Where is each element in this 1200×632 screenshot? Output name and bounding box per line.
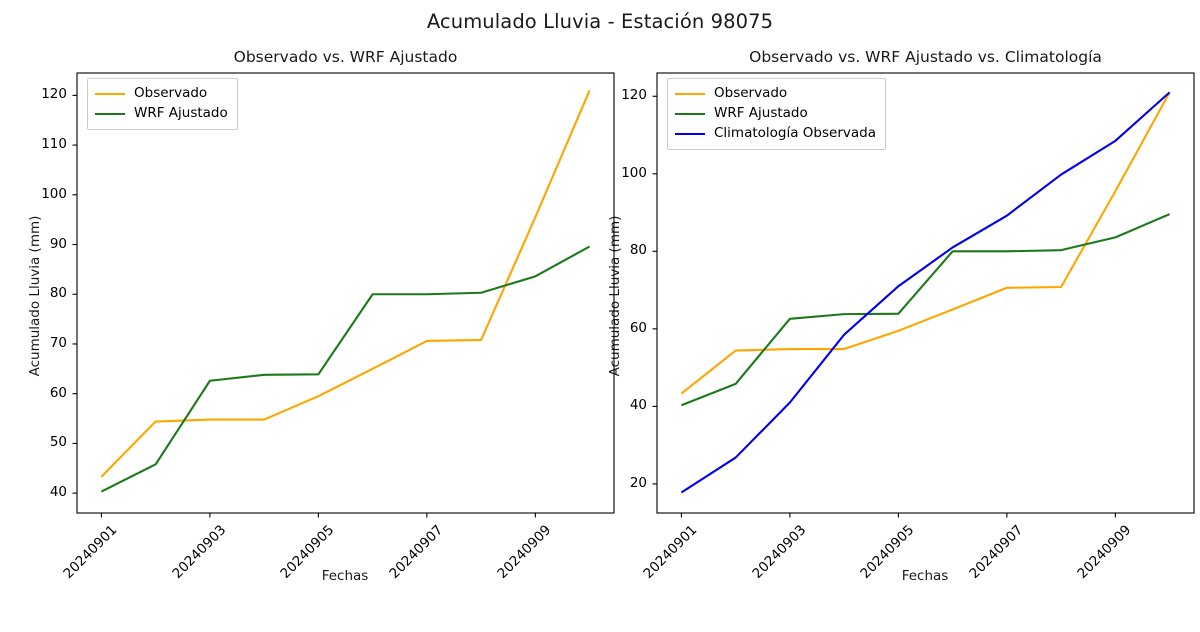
legend-label-observado: Observado	[134, 85, 208, 102]
y-tick-label: 110	[41, 136, 67, 153]
legend-item[interactable]: WRF Ajustado	[95, 104, 228, 124]
series-line-climatolog-a-observada	[680, 91, 1171, 494]
y-tick-label: 40	[49, 484, 67, 501]
legend-swatch-observado	[95, 93, 125, 95]
y-tick-label: 100	[621, 164, 647, 181]
left-axes-title: Observado vs. WRF Ajustado	[233, 48, 458, 66]
right-axes-xlabel: Fechas	[901, 568, 949, 584]
legend-swatch-observado	[675, 93, 705, 95]
y-tick-label: 80	[629, 242, 647, 259]
legend-label-observado: Observado	[714, 85, 788, 102]
series-line-observado	[680, 91, 1171, 395]
y-tick-label: 70	[49, 334, 67, 351]
series-line-observado	[100, 89, 591, 478]
legend-item[interactable]: Observado	[95, 84, 228, 104]
series-line-wrf-ajustado	[681, 213, 1171, 407]
y-tick-label: 40	[629, 397, 647, 414]
y-tick-label: 120	[41, 86, 67, 103]
left-axes-vector	[72, 72, 615, 518]
legend-swatch-climatologia	[675, 133, 705, 135]
legend-swatch-wrf-ajustado	[675, 113, 705, 115]
figure-suptitle: Acumulado Lluvia - Estación 98075	[426, 10, 774, 33]
y-tick-label: 60	[49, 384, 67, 401]
legend-label-wrf-ajustado: WRF Ajustado	[714, 105, 808, 122]
y-tick-label: 60	[629, 319, 647, 336]
y-tick-label: 80	[49, 285, 67, 302]
y-tick-label: 120	[621, 87, 647, 104]
right-axes-legend[interactable]: Observado WRF Ajustado Climatología Obse…	[667, 78, 886, 150]
series-line-wrf-ajustado	[100, 245, 591, 493]
right-axes-vector	[652, 72, 1195, 518]
figure-canvas: Acumulado Lluvia - Estación 98075 Observ…	[27, 10, 1195, 584]
left-axes-legend[interactable]: Observado WRF Ajustado	[87, 78, 238, 130]
right-axes-title: Observado vs. WRF Ajustado vs. Climatolo…	[749, 48, 1102, 66]
y-tick-label: 50	[49, 434, 67, 451]
y-tick-label: 90	[49, 235, 67, 252]
legend-item[interactable]: Observado	[675, 84, 876, 104]
left-axes-xlabel: Fechas	[321, 568, 369, 584]
legend-item[interactable]: Climatología Observada	[675, 124, 876, 144]
y-tick-label: 20	[629, 474, 647, 491]
legend-label-wrf-ajustado: WRF Ajustado	[134, 105, 228, 122]
y-tick-label: 100	[41, 185, 67, 202]
plot-vector-layer	[72, 72, 1195, 518]
legend-item[interactable]: WRF Ajustado	[675, 104, 876, 124]
legend-label-climatologia: Climatología Observada	[714, 125, 876, 142]
legend-swatch-wrf-ajustado	[95, 113, 125, 115]
